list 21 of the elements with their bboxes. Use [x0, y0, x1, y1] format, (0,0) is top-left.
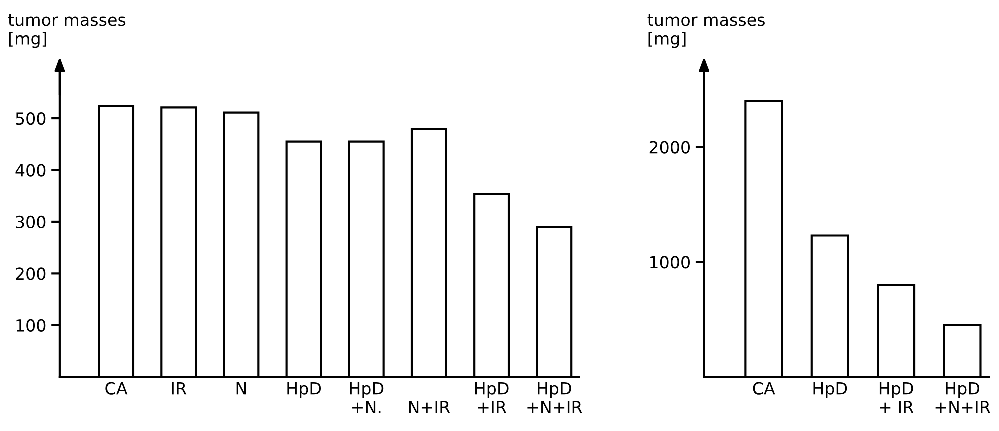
x-tick-label: HpD +N+IR	[936, 382, 990, 414]
x-tick-label: CA	[106, 382, 128, 395]
x-tick-label: HpD +N+IR	[528, 382, 582, 414]
x-tick-label: IR	[172, 382, 187, 395]
y-tick-label: 200	[16, 268, 46, 280]
x-tick-label: HpD	[814, 382, 848, 398]
y-tick-label: 500	[16, 112, 46, 126]
x-tick-label: HpD	[288, 382, 322, 398]
y-tick-label: 2000	[650, 141, 690, 154]
y-tick-label: 1000	[650, 256, 690, 269]
y-axis-title: tumor masses [mg]	[648, 14, 765, 48]
x-tick-label: N+IR	[409, 401, 450, 414]
y-axis-title: tumor masses [mg]	[8, 14, 126, 48]
y-tick-label: 400	[16, 164, 46, 177]
x-tick-label: CA	[753, 382, 776, 395]
y-tick-label: 300	[16, 216, 46, 229]
x-tick-label: N	[236, 382, 246, 395]
x-tick-label: HpD +N.	[350, 382, 384, 414]
x-tick-label: HpD + IR	[880, 382, 914, 414]
x-tick-label: HpD +IR	[475, 382, 509, 414]
y-tick-label: 100	[16, 319, 46, 332]
